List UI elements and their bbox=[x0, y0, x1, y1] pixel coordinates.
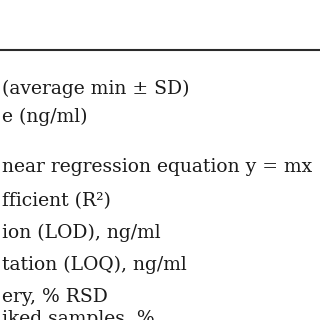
Text: near regression equation y = mx: near regression equation y = mx bbox=[2, 158, 312, 176]
Text: (average min ± SD): (average min ± SD) bbox=[2, 80, 189, 98]
Text: ery, % RSD: ery, % RSD bbox=[2, 288, 108, 306]
Text: tation (LOQ), ng/ml: tation (LOQ), ng/ml bbox=[2, 256, 187, 274]
Text: ion (LOD), ng/ml: ion (LOD), ng/ml bbox=[2, 224, 161, 242]
Text: e (ng/ml): e (ng/ml) bbox=[2, 108, 87, 126]
Text: fficient (R²): fficient (R²) bbox=[2, 192, 111, 210]
Text: iked samples, %: iked samples, % bbox=[2, 310, 155, 320]
